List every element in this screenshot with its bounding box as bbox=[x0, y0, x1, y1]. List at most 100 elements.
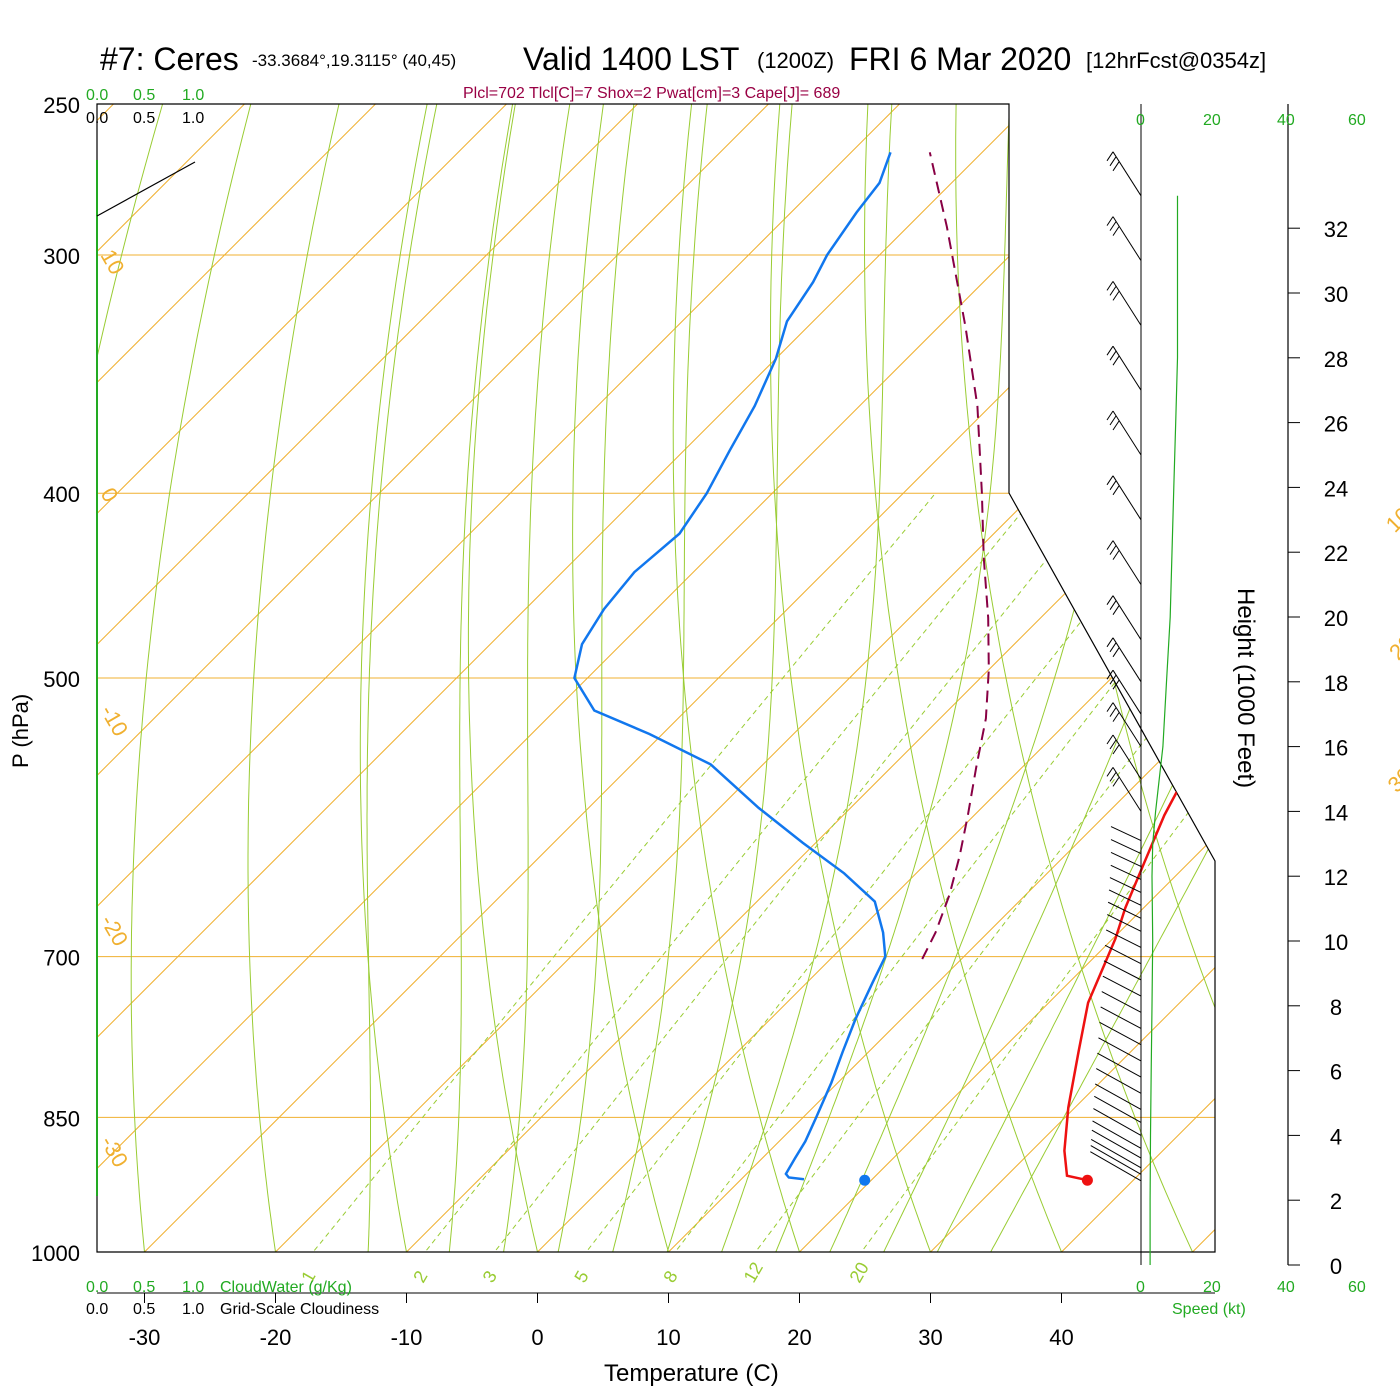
pressure-label: 1000 bbox=[31, 1241, 80, 1266]
isotherm-50 bbox=[1151, 104, 1215, 1252]
mixing-ratio-line-2 bbox=[392, 492, 1038, 1252]
wind-barb-shaft bbox=[1099, 1021, 1142, 1046]
wind-barb-feather bbox=[1109, 739, 1117, 750]
bottom-green-0: 0.0 bbox=[86, 1279, 108, 1296]
top-green-1: 0.5 bbox=[133, 87, 155, 104]
wind-barb-feather bbox=[1109, 772, 1117, 782]
sounding-profiles bbox=[573, 151, 1215, 1186]
wind-barb-shaft bbox=[1092, 1120, 1142, 1149]
isotherm--10 bbox=[365, 104, 1215, 1252]
mixing-ratio-line-12 bbox=[724, 492, 1215, 1252]
wind-barb-feather bbox=[1109, 286, 1117, 296]
isotherm-label--20: -20 bbox=[96, 910, 134, 950]
isotherm--100 bbox=[97, 104, 410, 1252]
cloudiness-label: Grid-Scale Cloudiness bbox=[220, 1301, 379, 1318]
dry-adiabat bbox=[572, 104, 681, 1252]
wind-barb-shaft bbox=[1110, 826, 1142, 842]
wind-top-tick-0: 0 bbox=[1136, 112, 1145, 129]
x-tick-label: 20 bbox=[787, 1325, 811, 1350]
mixing-ratio-line-1 bbox=[279, 492, 936, 1252]
plot-border bbox=[96, 103, 1216, 1253]
wind-barb-feather bbox=[1109, 600, 1117, 610]
wind-barb-shaft bbox=[1097, 1052, 1142, 1078]
isotherm-30 bbox=[889, 104, 1215, 1252]
height-tick-label: 10 bbox=[1324, 930, 1348, 955]
utc-time: (1200Z) bbox=[757, 48, 834, 73]
wind-barb-shaft bbox=[1091, 1129, 1142, 1159]
wind-barb-shaft bbox=[1112, 702, 1142, 747]
wind-top-tick-60: 60 bbox=[1348, 112, 1366, 129]
wind-barb-shaft bbox=[1109, 877, 1142, 893]
mixing-ratio-line-3 bbox=[462, 492, 1101, 1252]
dry-adiabat bbox=[247, 104, 348, 1252]
wind-panel bbox=[1090, 104, 1179, 1265]
isotherm--30 bbox=[103, 104, 1215, 1252]
isotherm-label-30: 30 bbox=[1383, 762, 1400, 797]
wind-barb-shaft bbox=[1090, 1145, 1142, 1175]
station-name: #7: Ceres bbox=[100, 41, 239, 77]
isotherm-0 bbox=[496, 104, 1215, 1252]
wind-barb-feather bbox=[1112, 420, 1120, 431]
isotherm--50 bbox=[97, 104, 1065, 1252]
wind-barb-shaft bbox=[1103, 960, 1142, 981]
moist-adiabat bbox=[915, 104, 1215, 1252]
wind-barb-shaft bbox=[1108, 889, 1142, 906]
wind-barb-feather bbox=[1106, 281, 1114, 291]
bottom-black-2: 1.0 bbox=[182, 1301, 204, 1318]
wind-barb-feather bbox=[1106, 475, 1114, 486]
isotherm-labels: 100-10-20-300102030 bbox=[96, 245, 1400, 1171]
wind-barb-shaft bbox=[1112, 734, 1142, 780]
wind-barb-shaft bbox=[1093, 1108, 1142, 1136]
height-tick-label: 0 bbox=[1330, 1254, 1342, 1279]
wind-barb-feather bbox=[1112, 712, 1120, 722]
wind-barb-shaft bbox=[1112, 669, 1142, 715]
wind-barb-feather bbox=[1106, 637, 1114, 648]
x-tick-label: 0 bbox=[531, 1325, 543, 1350]
wind-barb-feather bbox=[1112, 485, 1120, 496]
mixing-ratio-line-8 bbox=[644, 492, 1215, 1252]
moist-adiabat bbox=[549, 104, 640, 1252]
height-tick-label: 18 bbox=[1324, 671, 1348, 696]
mixing-ratio-label-3: 3 bbox=[479, 1267, 501, 1286]
wind-bottom-tick-60: 60 bbox=[1348, 1279, 1366, 1296]
moist-adiabat bbox=[706, 104, 895, 1252]
wind-barb-feather bbox=[1112, 291, 1120, 301]
dry-adiabat bbox=[863, 104, 1080, 1252]
x-tick-label: 40 bbox=[1049, 1325, 1073, 1350]
y-axis-title: P (hPa) bbox=[8, 694, 33, 768]
wind-bottom-tick-20: 20 bbox=[1203, 1279, 1221, 1296]
wind-speed-label: Speed (kt) bbox=[1172, 1301, 1246, 1318]
wind-barb-feather bbox=[1112, 550, 1120, 560]
x-tick-label: 30 bbox=[918, 1325, 942, 1350]
height-tick-label: 12 bbox=[1324, 865, 1348, 890]
isotherm-label-10: 10 bbox=[96, 245, 130, 279]
moist-adiabat bbox=[496, 104, 576, 1252]
wind-barb-shaft bbox=[1112, 540, 1142, 585]
moist-adiabat bbox=[601, 104, 712, 1252]
wind-barb-feather bbox=[1106, 410, 1114, 421]
wind-barb-feather bbox=[1106, 151, 1114, 162]
forecast-info: [12hrFcst@0354z] bbox=[1086, 48, 1266, 73]
wind-barb-shaft bbox=[1112, 216, 1142, 261]
plot-frame bbox=[96, 103, 1216, 1253]
wind-speed-profile bbox=[1149, 195, 1179, 1265]
wind-barb-shaft bbox=[1112, 151, 1142, 197]
valid-date: FRI 6 Mar 2020 bbox=[849, 41, 1071, 77]
isotherm-label-10: 10 bbox=[1381, 502, 1400, 537]
mixing-ratio-label-12: 12 bbox=[740, 1259, 767, 1286]
wind-barb-feather bbox=[1112, 777, 1120, 787]
wind-barb-shaft bbox=[1110, 864, 1142, 880]
isotherm--40 bbox=[97, 104, 1196, 1252]
height-tick-label: 24 bbox=[1324, 476, 1348, 501]
height-tick-label: 4 bbox=[1330, 1124, 1342, 1149]
height-tick-label: 14 bbox=[1324, 800, 1348, 825]
wind-barb-feather bbox=[1112, 605, 1120, 615]
wind-barb-shaft bbox=[1104, 944, 1142, 965]
isotherm-label--10: -10 bbox=[96, 700, 134, 740]
height-tick-label: 28 bbox=[1324, 347, 1348, 372]
x-tick-label: 10 bbox=[656, 1325, 680, 1350]
wind-barb-shaft bbox=[1112, 475, 1142, 521]
wind-top-tick-40: 40 bbox=[1277, 112, 1295, 129]
station-coords: -33.3684°,19.3115° (40,45) bbox=[252, 51, 456, 70]
